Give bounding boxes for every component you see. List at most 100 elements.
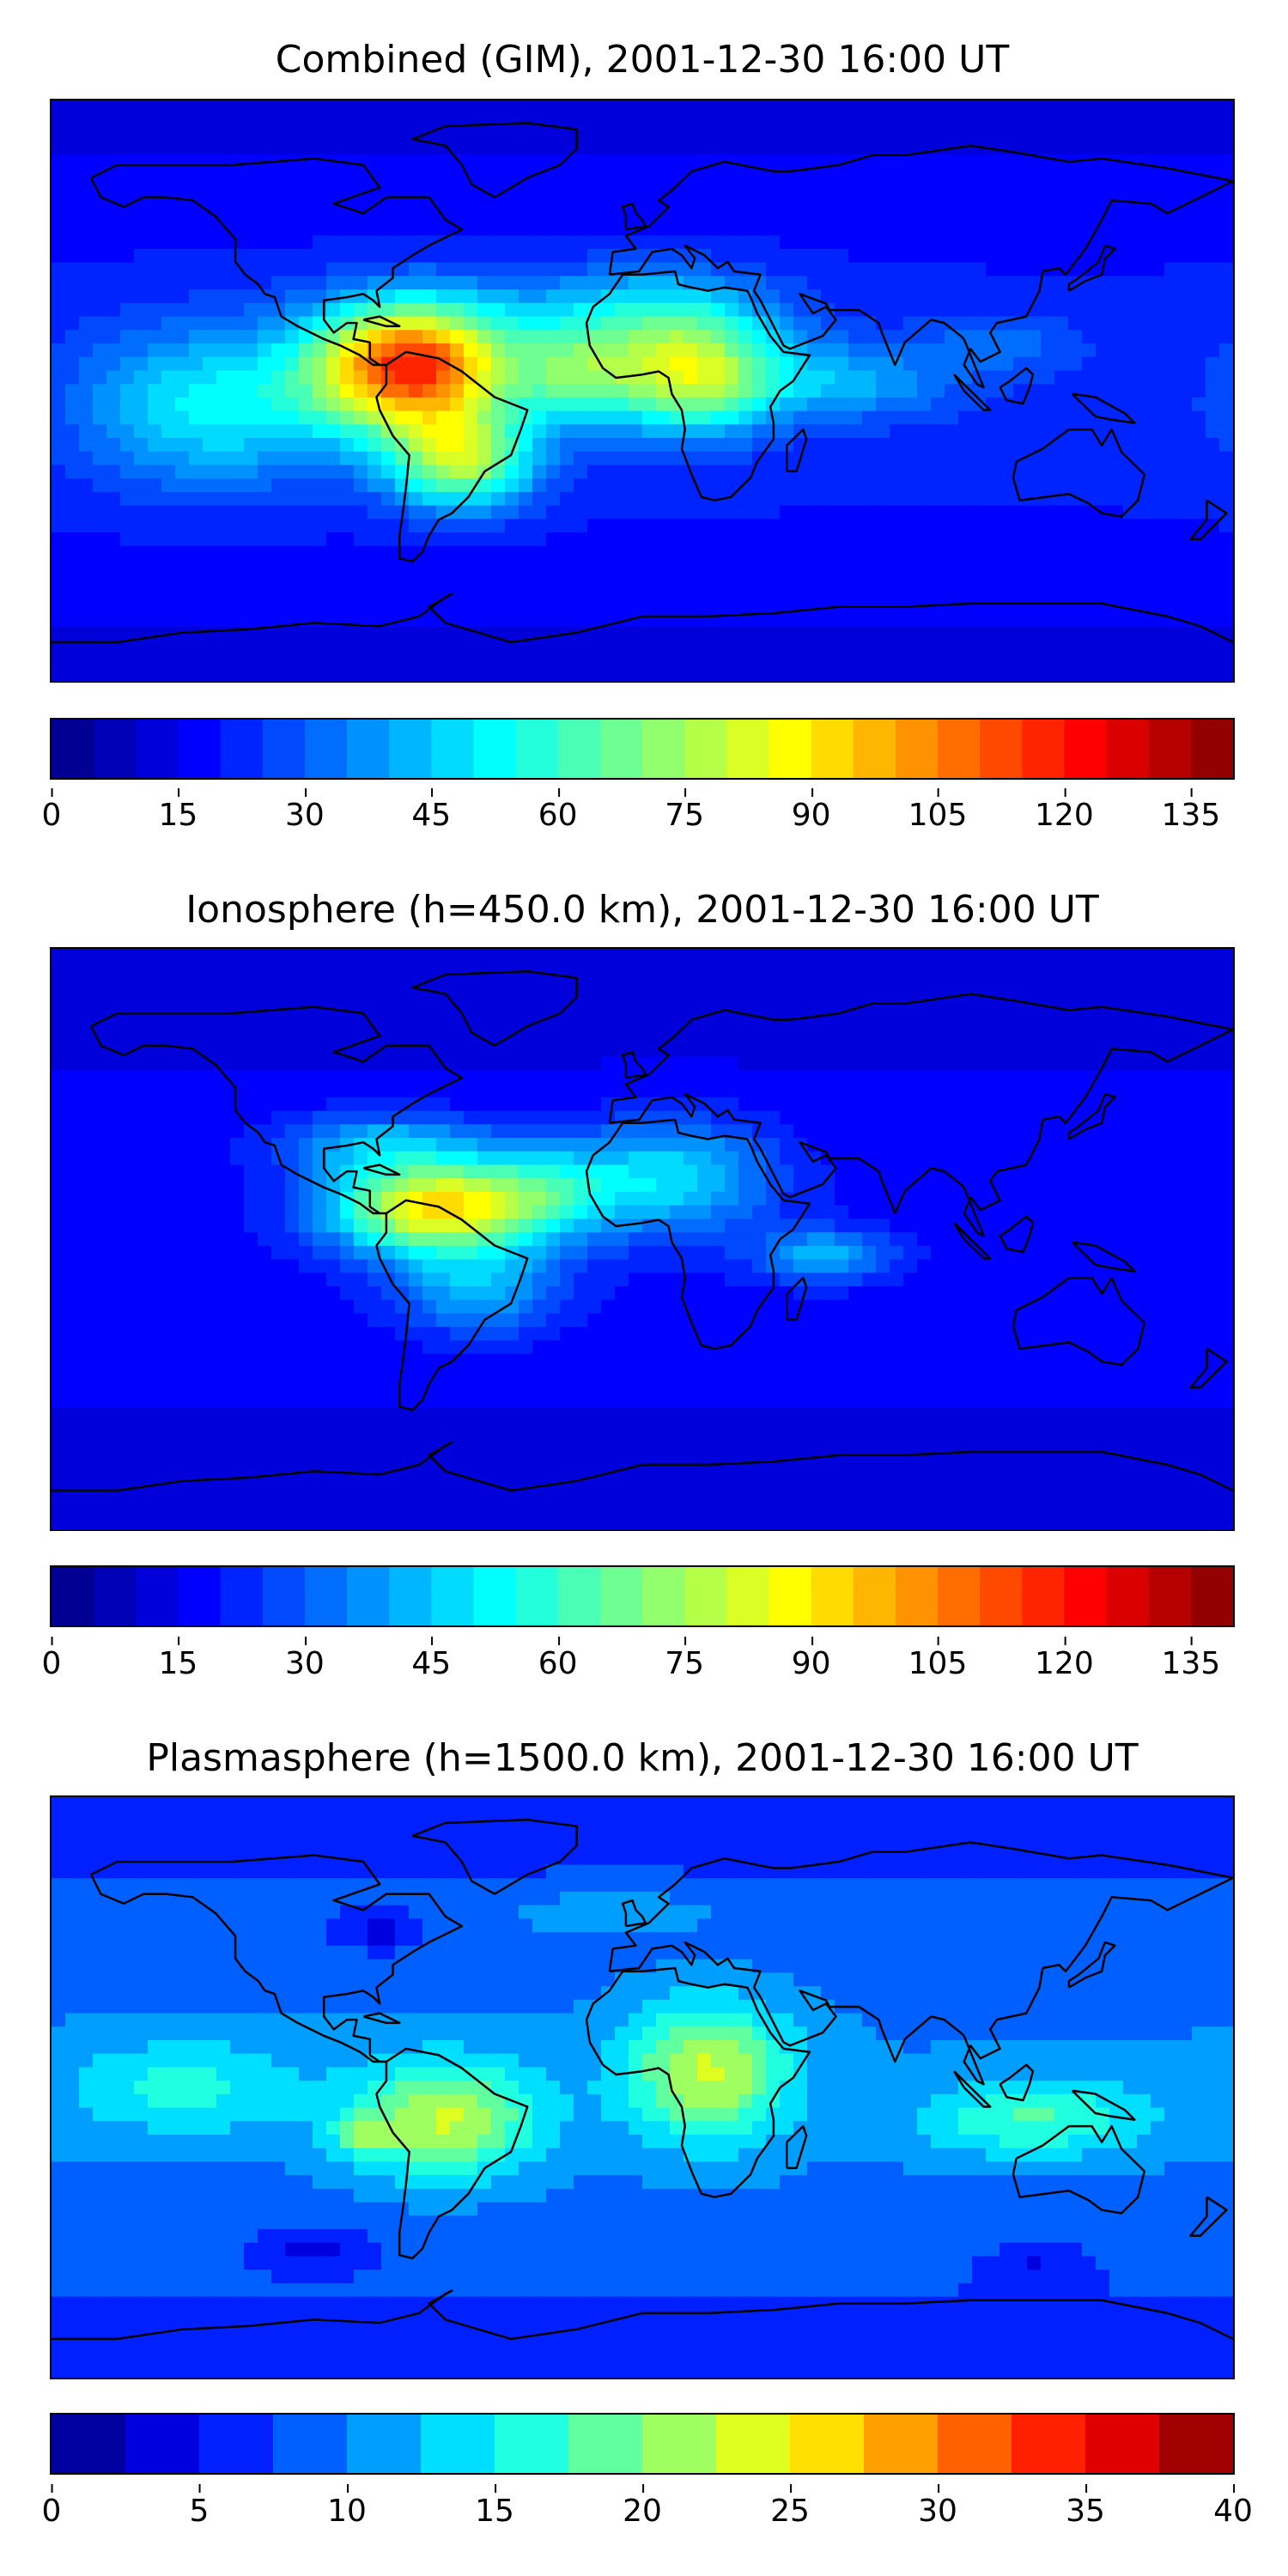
- contour-cell: [491, 167, 506, 182]
- contour-cell: [945, 1084, 959, 1098]
- contour-cell: [560, 491, 574, 507]
- contour-cell: [395, 627, 410, 641]
- contour-cell: [972, 235, 987, 250]
- contour-cell: [175, 478, 190, 493]
- contour-cell: [175, 384, 190, 398]
- contour-cell: [134, 438, 149, 453]
- contour-cell: [835, 222, 849, 236]
- contour-cell: [1192, 1056, 1206, 1072]
- contour-cell: [1137, 949, 1151, 963]
- contour-cell: [1123, 167, 1138, 182]
- contour-cell: [519, 343, 533, 358]
- contour-cell: [670, 222, 684, 236]
- contour-cell: [106, 141, 121, 155]
- contour-cell: [175, 424, 190, 439]
- contour-cell: [903, 1016, 918, 1030]
- contour-cell: [395, 343, 410, 358]
- contour-cell: [1013, 1016, 1028, 1030]
- contour-cell: [1123, 478, 1138, 493]
- contour-cell: [422, 302, 437, 318]
- contour-cell: [587, 1056, 602, 1072]
- contour-cell: [52, 519, 66, 533]
- contour-cell: [1151, 181, 1165, 196]
- contour-cell: [1151, 330, 1165, 344]
- contour-cell: [65, 532, 80, 547]
- contour-cell: [340, 356, 355, 372]
- contour-cell: [477, 573, 492, 587]
- contour-cell: [519, 949, 533, 963]
- contour-cell: [1096, 1043, 1110, 1058]
- contour-cell: [766, 302, 781, 318]
- contour-cell: [134, 289, 149, 304]
- contour-cell: [1137, 127, 1151, 142]
- contour-cell: [986, 975, 1000, 990]
- contour-cell: [464, 451, 478, 466]
- contour-cell: [1082, 343, 1097, 358]
- contour-cell: [697, 989, 712, 1004]
- contour-cell: [574, 505, 588, 519]
- contour-cell: [629, 424, 643, 439]
- contour-cell: [422, 640, 437, 655]
- contour-cell: [656, 330, 671, 344]
- contour-cell: [1013, 1084, 1028, 1098]
- contour-cell: [1109, 262, 1124, 276]
- contour-cell: [574, 343, 588, 358]
- contour-cell: [560, 356, 574, 372]
- contour-cell: [1164, 167, 1179, 182]
- contour-cell: [876, 248, 890, 264]
- contour-cell: [216, 222, 231, 236]
- contour-cell: [1123, 1056, 1138, 1072]
- contour-cell: [848, 1084, 863, 1098]
- contour-cell: [395, 289, 410, 304]
- colorbar-level: [389, 720, 432, 778]
- contour-cell: [945, 384, 959, 398]
- contour-cell: [1027, 330, 1042, 344]
- contour-cell: [1137, 343, 1151, 358]
- contour-cell: [203, 289, 217, 304]
- contour-cell: [835, 438, 849, 453]
- contour-cell: [752, 532, 767, 547]
- contour-cell: [876, 356, 890, 372]
- contour-cell: [821, 208, 835, 223]
- contour-cell: [313, 451, 327, 466]
- contour-cell: [711, 1070, 726, 1084]
- contour-cell: [93, 653, 107, 668]
- contour-cell: [683, 316, 698, 331]
- contour-cell: [1096, 167, 1110, 182]
- contour-cell: [656, 424, 671, 439]
- contour-cell: [945, 410, 959, 425]
- contour-cell: [1219, 559, 1233, 574]
- contour-cell: [450, 370, 465, 385]
- contour-cell: [958, 532, 973, 547]
- contour-cell: [629, 599, 643, 614]
- contour-cell: [340, 100, 355, 115]
- colorbar-level: [1106, 720, 1150, 778]
- coastline: [375, 350, 529, 563]
- contour-cell: [79, 1084, 94, 1098]
- contour-cell: [203, 545, 217, 561]
- contour-cell: [1041, 330, 1055, 344]
- contour-cell: [711, 438, 726, 453]
- contour-cell: [972, 1056, 987, 1072]
- contour-cell: [230, 1043, 245, 1058]
- contour-cell: [1041, 545, 1055, 561]
- contour-cell: [422, 410, 437, 425]
- contour-cell: [1013, 154, 1028, 169]
- contour-cell: [835, 289, 849, 304]
- contour-cell: [807, 532, 822, 547]
- contour-cell: [848, 154, 863, 169]
- contour-cell: [216, 1043, 231, 1058]
- contour-cell: [422, 1084, 437, 1098]
- contour-cell: [532, 370, 547, 385]
- contour-cell: [738, 208, 753, 223]
- contour-cell: [931, 410, 945, 425]
- contour-cell: [793, 613, 808, 628]
- contour-cell: [807, 141, 822, 155]
- contour-cell: [807, 1110, 822, 1125]
- contour-cell: [560, 586, 574, 601]
- contour-cell: [395, 302, 410, 318]
- contour-cell: [821, 478, 835, 493]
- contour-cell: [1109, 962, 1124, 977]
- contour-cell: [354, 195, 368, 210]
- contour-cell: [52, 276, 66, 290]
